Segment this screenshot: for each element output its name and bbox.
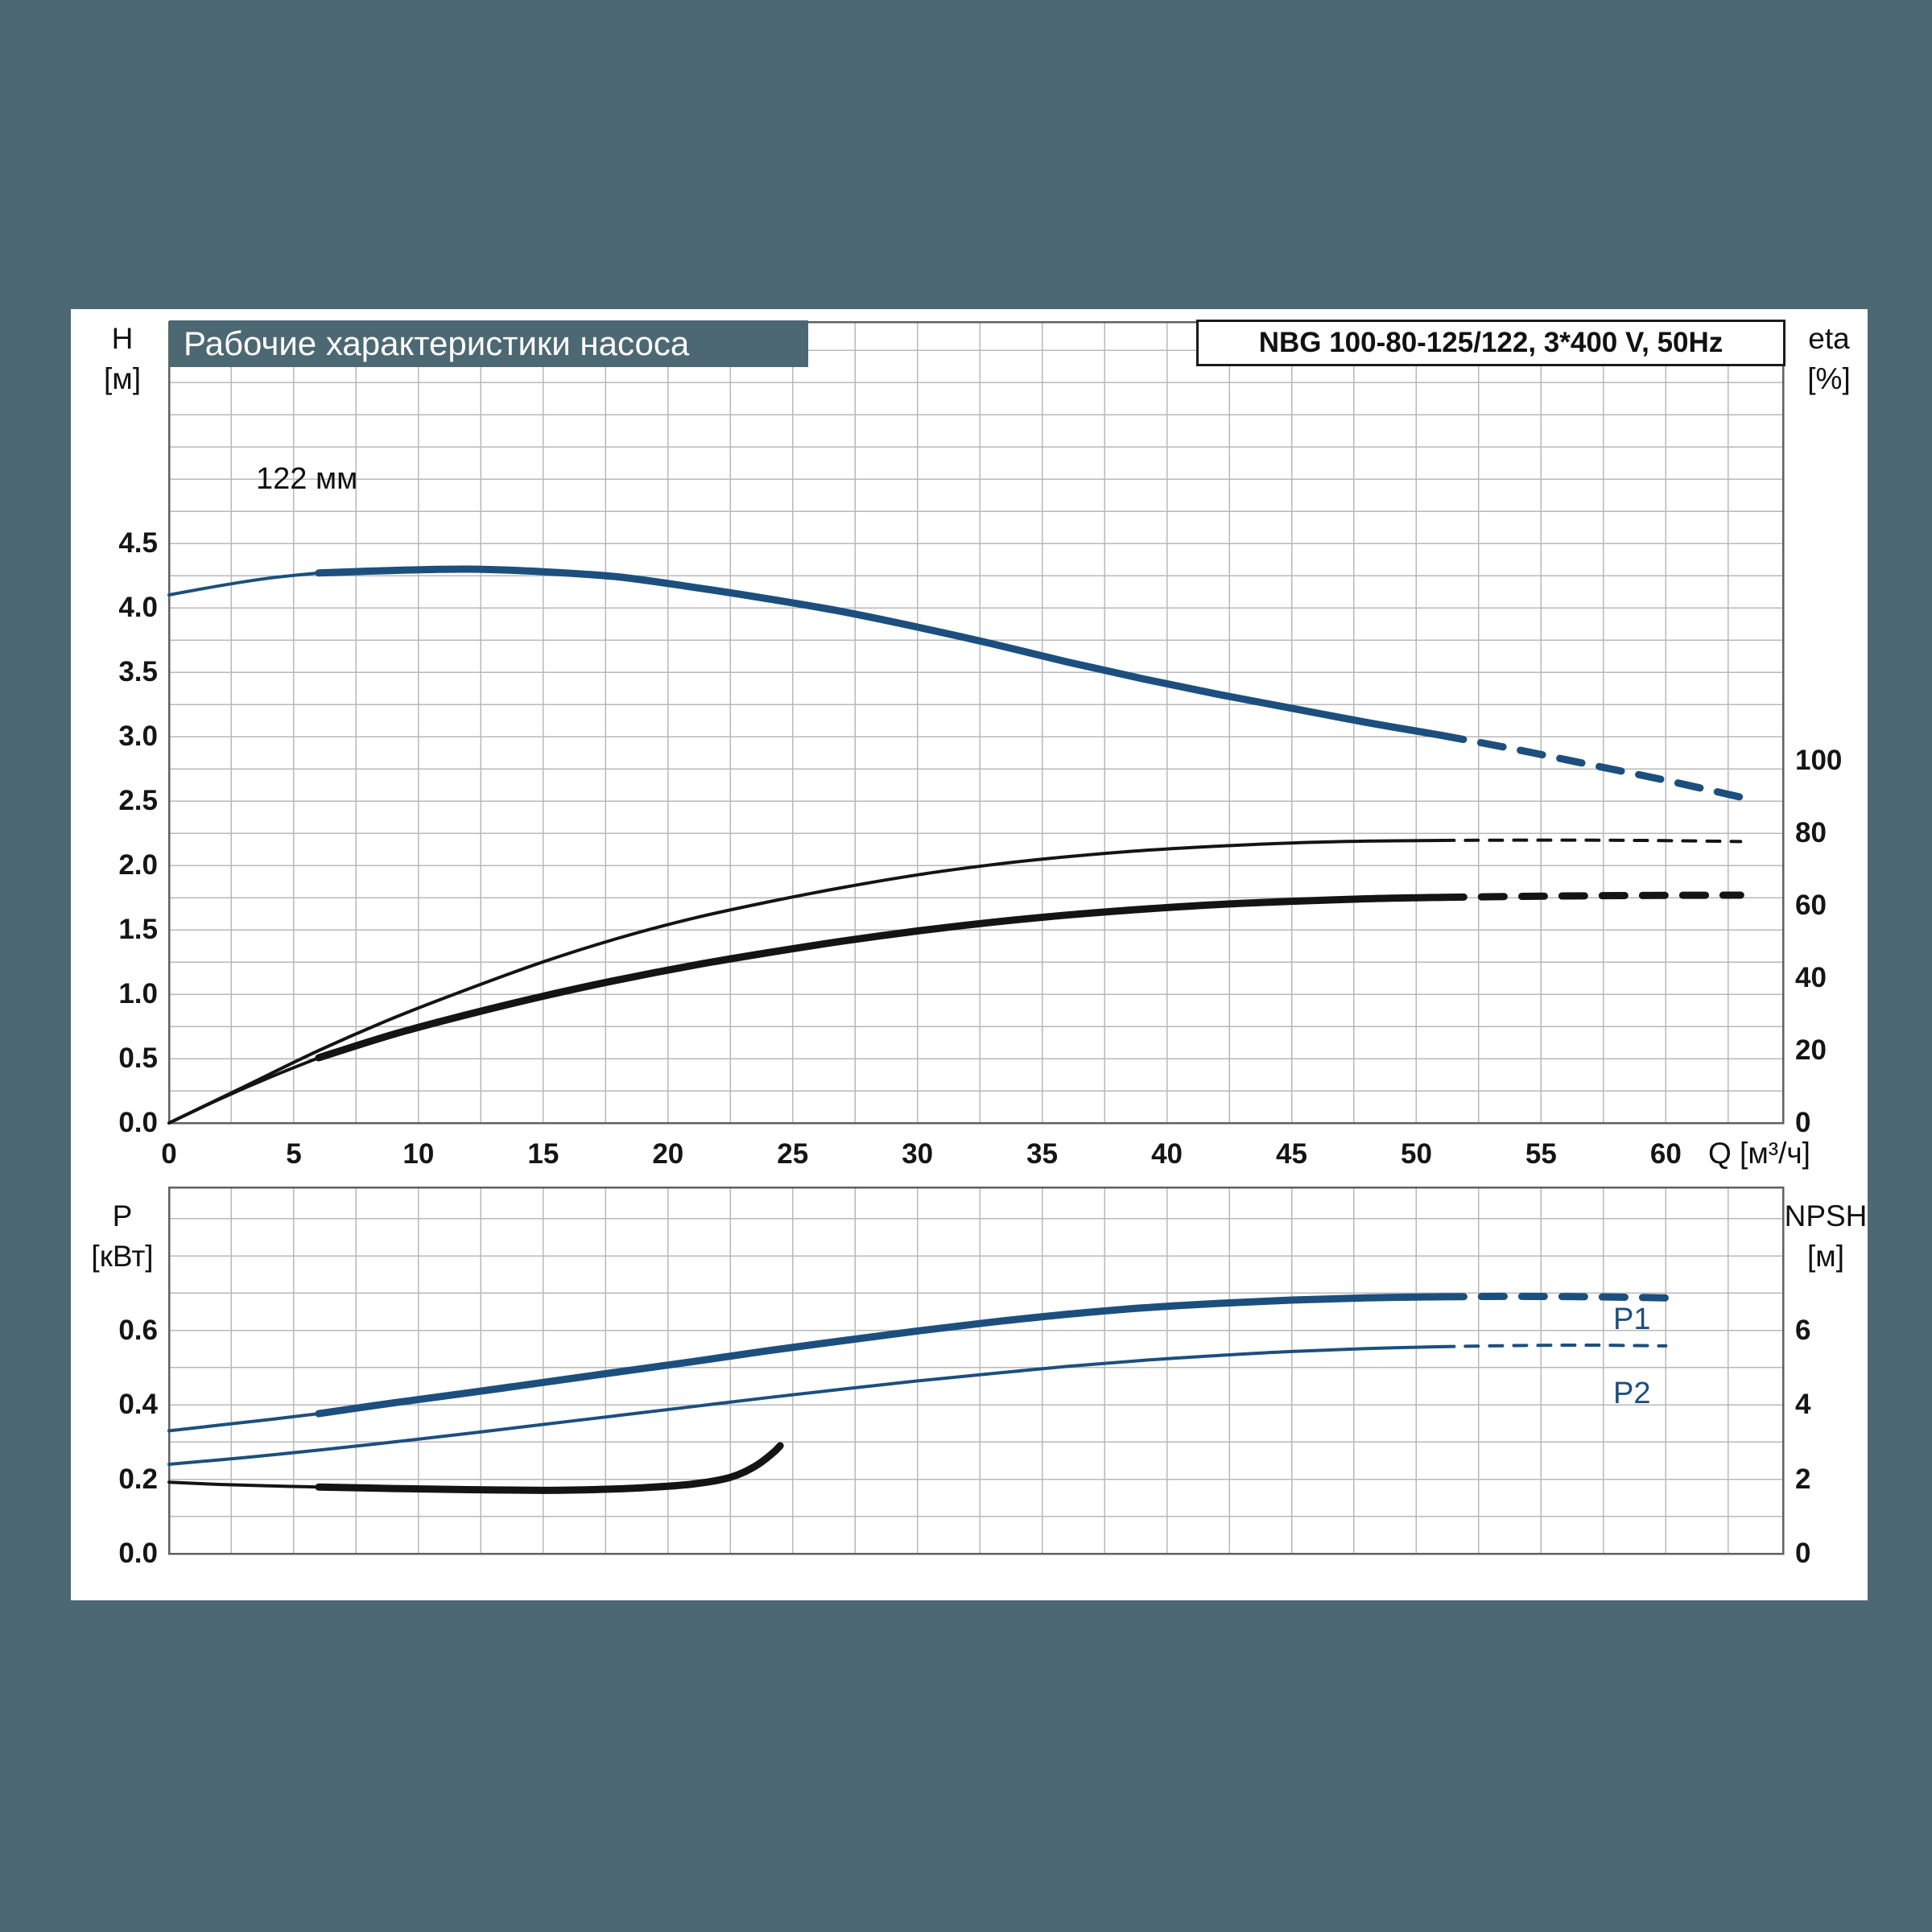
head-efficiency-x-tick-label: 30 (902, 1138, 934, 1170)
power-npsh-y-left-tick-label: 0.6 (118, 1314, 158, 1346)
head-efficiency-y-left-tick-label: 2.0 (118, 849, 158, 881)
head-efficiency-x-tick-label: 10 (402, 1138, 435, 1170)
power-npsh-y-right-tick-label: 6 (1795, 1314, 1811, 1346)
efficiency-pump-segment-1 (1439, 838, 1743, 844)
pump-info-box: NBG 100-80-125/122, 3*400 V, 50Hz (1196, 320, 1785, 366)
power-npsh-y-left-tick-label: 0.0 (118, 1538, 158, 1569)
head-efficiency-x-tick-label: 40 (1151, 1138, 1183, 1170)
head-efficiency-y-right-tick-label: 80 (1795, 817, 1827, 848)
power-p1-segment-0 (167, 1412, 320, 1433)
p1-curve-label: P1 (1613, 1302, 1651, 1336)
head-curve-122mm-segment-2 (1437, 731, 1744, 801)
head-efficiency-y-right-tick-label: 60 (1795, 890, 1827, 921)
head-efficiency-y-left-tick-label: 4.5 (118, 527, 158, 559)
power-npsh-y-left-tick-label: 0.4 (118, 1389, 158, 1420)
eta-axis-unit: [%] (1807, 362, 1851, 395)
chart-panel (71, 309, 1868, 1600)
head-efficiency-x-tick-label: 25 (777, 1138, 809, 1170)
p-axis-label: P (112, 1199, 133, 1232)
h-axis-unit: [м] (104, 362, 141, 395)
head-efficiency-x-tick-label: 20 (652, 1138, 684, 1170)
q-axis-label: Q [м³/ч] (1708, 1137, 1810, 1170)
power-p1-segment-1 (315, 1293, 1445, 1418)
head-efficiency-x-tick-label: 55 (1525, 1138, 1557, 1170)
head-curve-122mm-segment-0 (167, 571, 320, 597)
power-p2-segment-1 (1439, 1343, 1668, 1348)
head-efficiency-y-right-tick-label: 20 (1795, 1034, 1827, 1066)
eta-axis-label: eta (1808, 322, 1850, 355)
head-efficiency-x-tick-label: 45 (1276, 1138, 1307, 1170)
p-axis-unit: [кВт] (91, 1240, 154, 1273)
head-efficiency-y-right-tick-label: 100 (1795, 745, 1843, 776)
head-efficiency-y-left-tick-label: 4.0 (118, 592, 158, 623)
head-efficiency-x-tick-label: 35 (1026, 1138, 1059, 1170)
head-efficiency-y-left-tick-label: 1.5 (118, 914, 158, 945)
head-efficiency-plot-border (167, 320, 1785, 1125)
head-efficiency-x-tick-label: 5 (286, 1138, 302, 1170)
impeller-diameter-label: 122 мм (256, 462, 358, 496)
npsh-curve-segment-1 (315, 1442, 784, 1494)
power-p2-segment-0 (167, 1344, 1443, 1466)
head-efficiency-y-left-tick-label: 3.5 (118, 656, 158, 687)
power-npsh-y-right-tick-label: 4 (1795, 1389, 1811, 1420)
power-p1-segment-2 (1437, 1292, 1670, 1302)
head-efficiency-y-left-tick-label: 2.5 (118, 785, 158, 816)
npsh-axis-unit: [м] (1807, 1240, 1844, 1273)
npsh-axis-label: NPSH (1784, 1199, 1868, 1232)
efficiency-pump-motor-segment-1 (315, 894, 1445, 1062)
head-efficiency-x-tick-label: 15 (527, 1138, 559, 1170)
power-npsh-grid (168, 1187, 1783, 1554)
head-efficiency-y-left-tick-label: 0.5 (118, 1042, 158, 1074)
head-curve-122mm-segment-1 (315, 565, 1445, 739)
power-npsh-plot-border (167, 1186, 1785, 1555)
power-npsh-y-right-tick-label: 0 (1795, 1538, 1811, 1569)
npsh-curve-segment-0 (167, 1480, 320, 1489)
head-efficiency-y-left-tick-label: 1.0 (118, 978, 158, 1009)
head-efficiency-grid (168, 322, 1783, 1124)
efficiency-pump-motor-segment-2 (1437, 891, 1744, 902)
head-efficiency-y-left-tick-label: 3.0 (118, 720, 158, 752)
efficiency-pump-segment-0 (167, 839, 1443, 1125)
head-efficiency-y-right-tick-label: 40 (1795, 962, 1827, 993)
head-efficiency-x-tick-label: 60 (1649, 1138, 1682, 1170)
head-efficiency-x-tick-label: 0 (161, 1138, 177, 1170)
head-efficiency-x-tick-label: 50 (1400, 1138, 1432, 1170)
head-efficiency-y-right-tick-label: 0 (1795, 1107, 1811, 1138)
efficiency-pump-motor-segment-0 (167, 1056, 320, 1125)
p2-curve-label: P2 (1613, 1377, 1651, 1410)
h-axis-label: H (111, 322, 134, 355)
head-efficiency-y-left-tick-label: 0.0 (118, 1107, 158, 1138)
power-npsh-y-right-tick-label: 2 (1795, 1463, 1811, 1495)
chart-title: Рабочие характеристики насоса (169, 320, 808, 367)
power-npsh-y-left-tick-label: 0.2 (118, 1463, 158, 1495)
